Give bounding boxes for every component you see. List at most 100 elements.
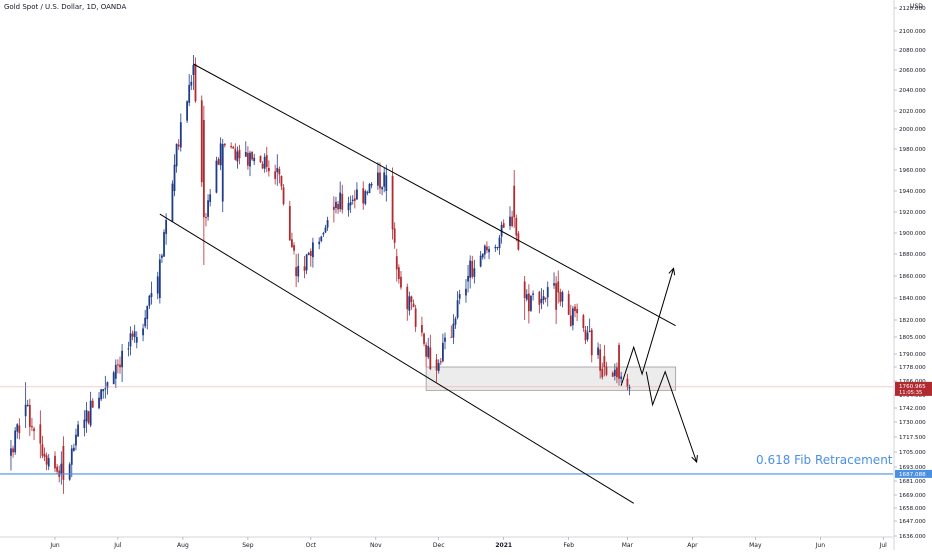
- candle-body: [62, 446, 65, 480]
- projection-path-bearish: [645, 370, 698, 463]
- y-tick-label: 1900.000: [899, 231, 926, 237]
- y-tick-label: 1980.000: [899, 147, 926, 153]
- y-tick-label: 1681.000: [899, 479, 926, 485]
- candle-body: [318, 241, 321, 245]
- candle-body: [309, 251, 312, 257]
- candle-body: [161, 255, 163, 258]
- time-axis[interactable]: Jun Jul Aug Sep Oct Nov Dec 2021 Feb Mar Apr May Jun…: [0, 536, 893, 549]
- candle-body: [335, 201, 337, 209]
- candle-body: [540, 298, 543, 304]
- candles: [10, 55, 631, 494]
- candle-body: [16, 424, 19, 432]
- candle-body: [39, 424, 42, 444]
- candle-body: [494, 246, 497, 249]
- x-tick-label: 2021: [495, 542, 512, 549]
- candle-body: [442, 342, 444, 362]
- candle-body: [406, 286, 409, 310]
- candle-body: [383, 172, 386, 187]
- candle-body: [33, 428, 35, 432]
- candle-body: [410, 296, 413, 303]
- candle-body: [117, 364, 119, 366]
- y-tick-label: 1705.000: [899, 450, 926, 456]
- y-tick-label: 1742.000: [899, 406, 926, 412]
- candle-body: [425, 344, 428, 357]
- candle-body: [437, 363, 440, 371]
- candle-body: [538, 291, 541, 305]
- candle-body: [280, 175, 283, 187]
- x-tick-label: Sep: [242, 542, 254, 549]
- candle-body: [456, 300, 459, 318]
- chart-title: Gold Spot / U.S. Dollar, 1D, OANDA: [4, 3, 127, 11]
- candle-body: [557, 281, 560, 293]
- candle-body: [496, 247, 499, 249]
- candle-body: [303, 266, 306, 271]
- channel-line-lower: [159, 213, 634, 504]
- candle-body: [98, 397, 100, 409]
- candle-body: [370, 183, 373, 186]
- candle-body: [488, 248, 490, 253]
- candle-body: [421, 325, 423, 333]
- candle-body: [618, 344, 620, 379]
- candle-body: [100, 389, 103, 400]
- candle-body: [219, 143, 222, 166]
- x-tick-label: Apr: [687, 542, 698, 549]
- candle-body: [186, 101, 188, 121]
- y-tick-label: 1960.000: [899, 168, 926, 174]
- candle-body: [379, 172, 381, 189]
- candle-body: [217, 159, 220, 165]
- candle-body: [156, 276, 159, 294]
- candle-body: [70, 448, 73, 465]
- candle-body: [190, 81, 193, 86]
- price-axis[interactable]: 2120.000 2100.000 2080.000 2060.000 2040.000…: [893, 0, 926, 550]
- candle-body: [469, 260, 472, 278]
- candle-body: [293, 245, 295, 251]
- x-tick-label: Jun: [815, 542, 826, 549]
- candle-body: [112, 372, 115, 385]
- candle-body: [175, 143, 178, 167]
- candle-body: [364, 191, 367, 204]
- candle-body: [502, 223, 505, 228]
- candle-body: [452, 323, 455, 338]
- candle-body: [102, 389, 105, 392]
- candle-body: [414, 308, 417, 327]
- candle-body: [467, 276, 469, 282]
- candle-body: [530, 295, 532, 311]
- candle-body: [574, 306, 576, 312]
- last-price-tag-bg: [895, 381, 932, 396]
- candle-body: [525, 294, 528, 300]
- last-price-tag: 1760.965: [899, 384, 926, 390]
- y-tick-label: 1658.000: [899, 506, 926, 512]
- candle-body: [10, 448, 12, 456]
- candle-body: [429, 347, 432, 370]
- candle-body: [43, 453, 46, 457]
- candle-body: [85, 410, 88, 422]
- candle-body: [586, 332, 589, 340]
- candle-body: [68, 464, 71, 480]
- candle-body: [54, 455, 56, 469]
- candle-body: [320, 236, 323, 242]
- candle-body: [337, 203, 339, 210]
- candle-body: [291, 239, 293, 248]
- x-tick-label: Jul: [879, 542, 888, 549]
- candle-body: [597, 347, 599, 356]
- candle-body: [158, 259, 161, 298]
- candle-body: [253, 157, 256, 162]
- candle-body: [584, 329, 587, 341]
- candle-body: [209, 194, 212, 203]
- candle-body: [483, 245, 486, 255]
- candle-body: [513, 185, 516, 218]
- currency-label: USD: [910, 3, 923, 10]
- candle-body: [127, 348, 130, 350]
- candle-body: [179, 122, 182, 148]
- x-tick-label: Nov: [370, 542, 382, 549]
- candle-body: [173, 164, 176, 191]
- candle-body: [400, 276, 402, 288]
- candle-body: [435, 359, 438, 371]
- candle-body: [265, 155, 268, 167]
- x-tick-label: Oct: [306, 542, 317, 549]
- candle-body: [395, 256, 398, 270]
- candle-body: [465, 288, 467, 296]
- candle-body: [142, 328, 144, 336]
- candle-body: [572, 308, 574, 326]
